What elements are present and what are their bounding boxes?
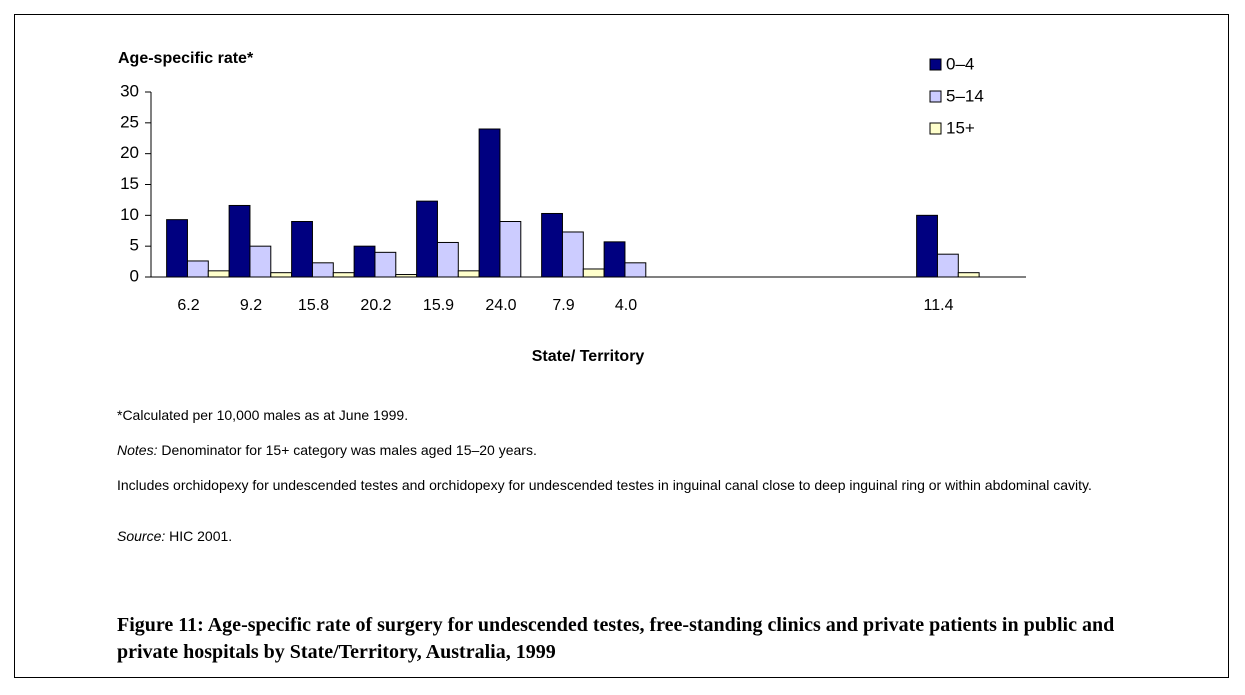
x-tick-label: 24.0 — [485, 297, 516, 314]
bar — [311, 262, 334, 278]
caption: Figure 11: Age-specific rate of surgery … — [117, 614, 1115, 663]
bar — [478, 128, 501, 278]
source-text: HIC 2001. — [165, 528, 233, 544]
bar — [624, 262, 647, 278]
bar — [353, 245, 376, 278]
bar — [416, 200, 438, 278]
bar — [561, 231, 584, 278]
x-tick-label: 9.2 — [240, 297, 262, 314]
x-tick-label: 11.4 — [924, 297, 954, 314]
y-tick-label: 5 — [130, 236, 139, 255]
note: Includes orchidopexy for undescended tes… — [117, 477, 1092, 493]
y-tick-label: 30 — [120, 81, 139, 100]
bar — [541, 212, 563, 278]
bar — [291, 221, 313, 278]
note: Notes: Denominator for 15+ category was … — [117, 442, 1217, 459]
bar — [207, 270, 230, 278]
legend-swatch — [929, 90, 942, 103]
legend-label: 0–4 — [946, 54, 974, 73]
bar — [936, 253, 959, 278]
chart: Age-specific rate* State/ Territory 0 5 10… — [118, 50, 1026, 365]
bar — [270, 272, 293, 278]
bar — [332, 272, 355, 278]
x-tick-label: 7.9 — [552, 297, 574, 314]
x-tick-label: 6.2 — [177, 297, 199, 314]
bar — [436, 241, 459, 278]
bar — [228, 204, 251, 278]
y-axis-title: Age-specific rate* — [118, 50, 254, 67]
legend-swatch — [929, 58, 942, 71]
x-tick-label: 4.0 — [615, 297, 637, 314]
x-tick-label: 15.8 — [298, 297, 329, 314]
legend-label: 15+ — [946, 118, 975, 137]
figure-frame — [14, 14, 1229, 678]
legend-label: 5–14 — [946, 86, 984, 105]
y-tick-label: 15 — [120, 174, 139, 193]
bar — [395, 274, 418, 278]
bar — [603, 241, 626, 278]
footnote: *Calculated per 10,000 males as at June … — [117, 407, 409, 423]
bar — [499, 221, 522, 278]
bar — [957, 272, 980, 278]
x-tick-label: 20.2 — [360, 297, 391, 314]
source: Source: HIC 2001. — [117, 528, 1217, 545]
bar — [186, 260, 209, 278]
y-tick-label: 10 — [120, 205, 139, 224]
bar — [457, 270, 480, 278]
y-tick-label: 20 — [120, 143, 139, 162]
bar — [582, 268, 605, 278]
bar — [166, 219, 188, 278]
bar — [916, 214, 938, 278]
legend-swatch — [929, 122, 942, 135]
x-axis-title: State/ Territory — [532, 348, 645, 365]
y-tick-label: 0 — [130, 266, 139, 285]
y-tick-label: 25 — [120, 112, 139, 131]
x-tick-label: 15.9 — [423, 297, 454, 314]
note-label: Notes: — [117, 442, 158, 458]
note-text: Denominator for 15+ category was males a… — [157, 442, 537, 458]
bar — [249, 245, 272, 278]
source-label: Source: — [117, 528, 166, 544]
bar — [374, 251, 397, 278]
